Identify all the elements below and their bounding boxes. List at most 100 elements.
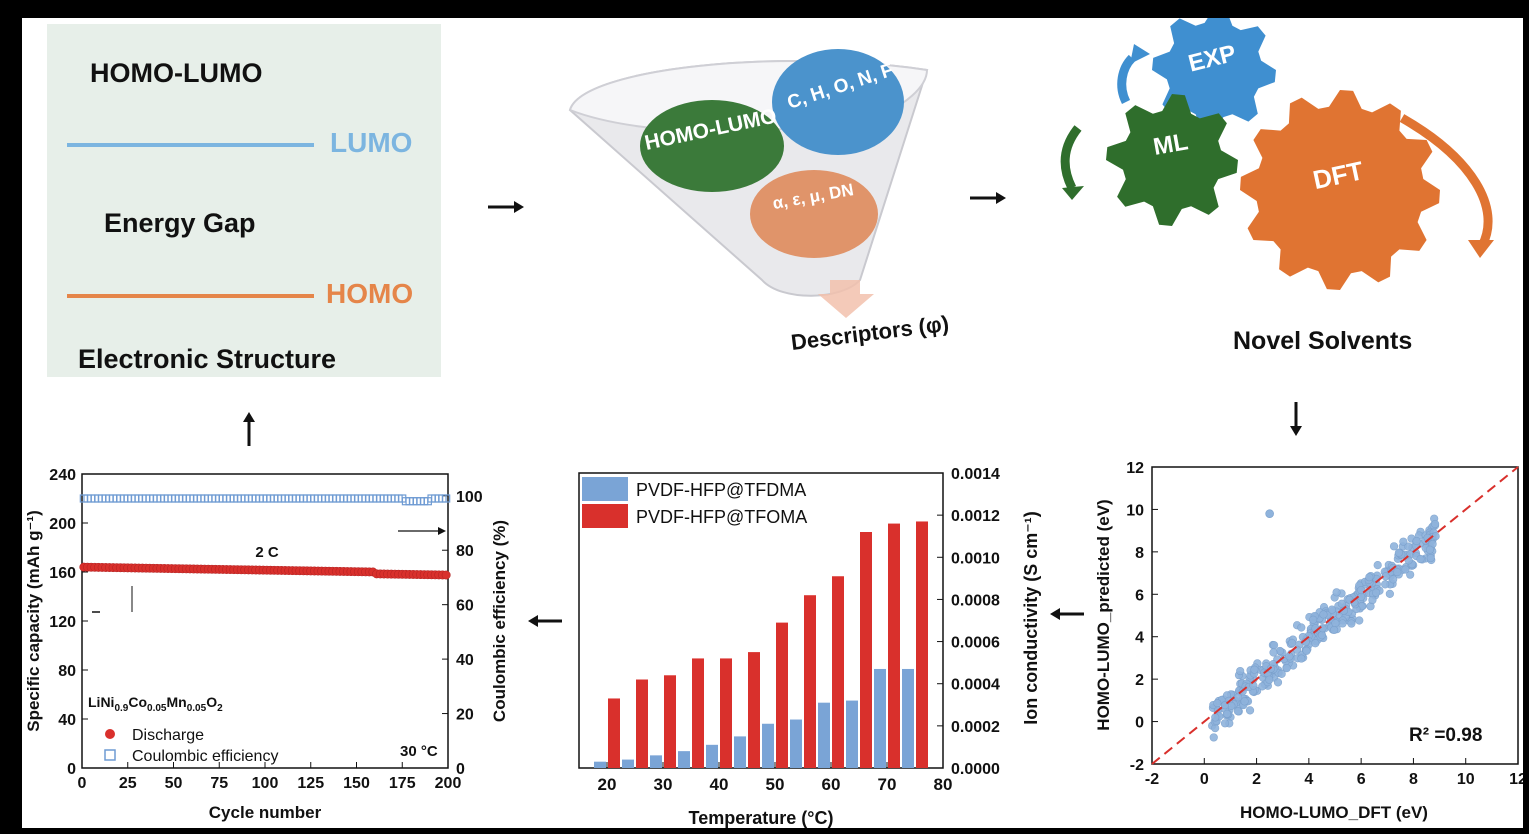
cycle-left-tick-label: 80 [58,663,76,680]
dft-rotate-arrow [1399,114,1493,249]
bar-tfoma [860,532,872,768]
cycle-x-axis-label: Cycle number [209,803,322,822]
descriptor-green-disk [640,100,784,192]
ml-gear-shape [1106,94,1238,226]
descriptor-orange-disk [750,170,878,258]
scatter-y-tick-label: 6 [1135,587,1144,604]
bar-chart: 20 30 40 50 60 70 800.0000 0.0002 0.0004 0.0006 0.… [578,466,1041,828]
cycle-right-tick-label: 60 [456,598,474,615]
bar-tfoma [888,523,900,768]
scatter-point [1431,519,1440,529]
bar-y-tick-label: 0.0002 [951,719,1000,736]
cycle-discharge-points [79,562,451,580]
scatter-x-tick-label: 12 [1509,771,1523,788]
lumo-label: LUMO [330,127,412,158]
arrow-left-2 [528,615,562,627]
homo-label: HOMO [326,278,413,309]
bar-y-tick-label: 0.0014 [951,466,1000,483]
scatter-point [1269,648,1278,657]
descriptor-blue-disk [772,49,904,155]
cycle-x-tick-label: 150 [343,775,370,792]
scatter-point [1240,697,1249,706]
scatter-point [1297,654,1306,663]
scatter-x-axis-label: HOMO-LUMO_DFT (eV) [1240,803,1428,822]
scatter-point [1331,619,1340,628]
cycle-left-axis-label: Specific capacity (mAh g⁻¹) [24,510,43,732]
bar-y-tick-label: 0.0010 [951,550,1000,567]
bar-tfoma [608,698,620,768]
bar-tfdma [818,702,830,768]
novel-solvents-label: Novel Solvents [1233,327,1412,355]
scatter-plot-frame [1151,466,1519,765]
flow-arrows [243,192,1302,627]
arrow-up-1 [243,412,255,446]
cycle-ce-points [79,494,451,506]
cycle-right-tick-label: 100 [456,489,483,506]
scatter-chart: -2 0 2 4 6 8 10 12 -2 0 2 4 6 8 10 12 R² =0.98 HOMO-LUM… [1094,460,1527,822]
bar-tfoma [692,658,704,768]
ml-rotate-arrow [1060,125,1082,191]
arrow-right-1 [488,201,524,213]
bar-y-axis-label: Ion conductivity (S cm⁻¹) [1021,511,1041,725]
bar-y-tick-label: 0.0008 [951,592,1000,609]
homo-lumo-title: HOMO-LUMO [90,58,262,88]
bar-tfoma [776,622,788,768]
cycle-x-tick-label: 175 [389,775,416,792]
scatter-y-tick-label: 12 [1126,460,1144,477]
homo-lumo-panel: HOMO-LUMO LUMO Energy Gap HOMO Electroni… [47,24,441,377]
cycle-right-tick-label: 20 [456,707,474,724]
scatter-point [1389,542,1399,551]
scatter-y-tick-label: -2 [1130,757,1144,774]
bar-tfoma [748,652,760,768]
cycle-temperature-label: 30 °C [400,743,438,760]
bar-plot-frame [578,472,944,769]
scatter-y-axis-label: HOMO-LUMO_predicted (eV) [1094,499,1113,730]
scatter-y-tick-label: 4 [1135,630,1144,647]
scatter-point [1371,588,1381,597]
scatter-point [1220,719,1230,728]
dft-gear [1240,90,1440,290]
scatter-point [1338,619,1347,628]
cycle-left-tick-label: 40 [58,712,76,729]
bar-tfdma [678,751,690,768]
funnel-output-arrow [818,280,874,318]
cycle-x-tick-label: 25 [119,775,137,792]
scatter-x-tick-label: 4 [1304,771,1313,788]
scatter-point [1337,599,1346,608]
scatter-point [1393,568,1402,577]
scatter-x-tick-label: 8 [1409,771,1418,788]
scatter-point [1269,641,1279,650]
scatter-point [1250,665,1259,674]
bar-x-tick-label: 30 [654,775,673,794]
scatter-point [1355,616,1364,625]
exp-rotate-arrow [1117,54,1136,105]
electronic-structure-label: Electronic Structure [78,344,336,374]
cycle-material-label: LiNi0.9Co0.05Mn0.05O2 [88,694,223,714]
bar-x-tick-label: 60 [822,775,841,794]
legend-marker-discharge [105,729,115,739]
cycle-right-tick-label: 40 [456,652,474,669]
bar-tfdma [594,761,606,768]
scatter-point [1426,553,1435,563]
cycle-left-tick-label: 240 [49,467,76,484]
scatter-y-tick-label: 8 [1135,545,1144,562]
legend-marker-ce [104,749,116,761]
bar-tfoma [664,675,676,768]
scatter-point [1236,666,1245,676]
ml-rotate-arrow-head [1062,186,1084,200]
descriptors-label: Descriptors (φ) [790,311,951,355]
scatter-point [1213,699,1222,708]
scatter-point [1330,625,1339,635]
cycle-x-tick-label: 75 [210,775,228,792]
legend-label-discharge: Discharge [132,727,204,744]
cycling-chart: 0 25 50 75 100 125 150 175 200040801201602002400… [24,467,509,822]
bar-x-tick-label: 80 [934,775,953,794]
ce-axis-pointer-head [438,527,446,535]
dft-rotate-arrow-head [1468,240,1494,258]
scatter-ticks: -2 0 2 4 6 8 10 12 -2 0 2 4 6 8 10 12 [1126,460,1527,788]
bar-y-tick-label: 0.0012 [951,508,1000,525]
dft-gear-shape [1240,90,1440,290]
scatter-point [1373,561,1382,570]
bar-x-axis-label: Temperature (°C) [689,808,834,828]
